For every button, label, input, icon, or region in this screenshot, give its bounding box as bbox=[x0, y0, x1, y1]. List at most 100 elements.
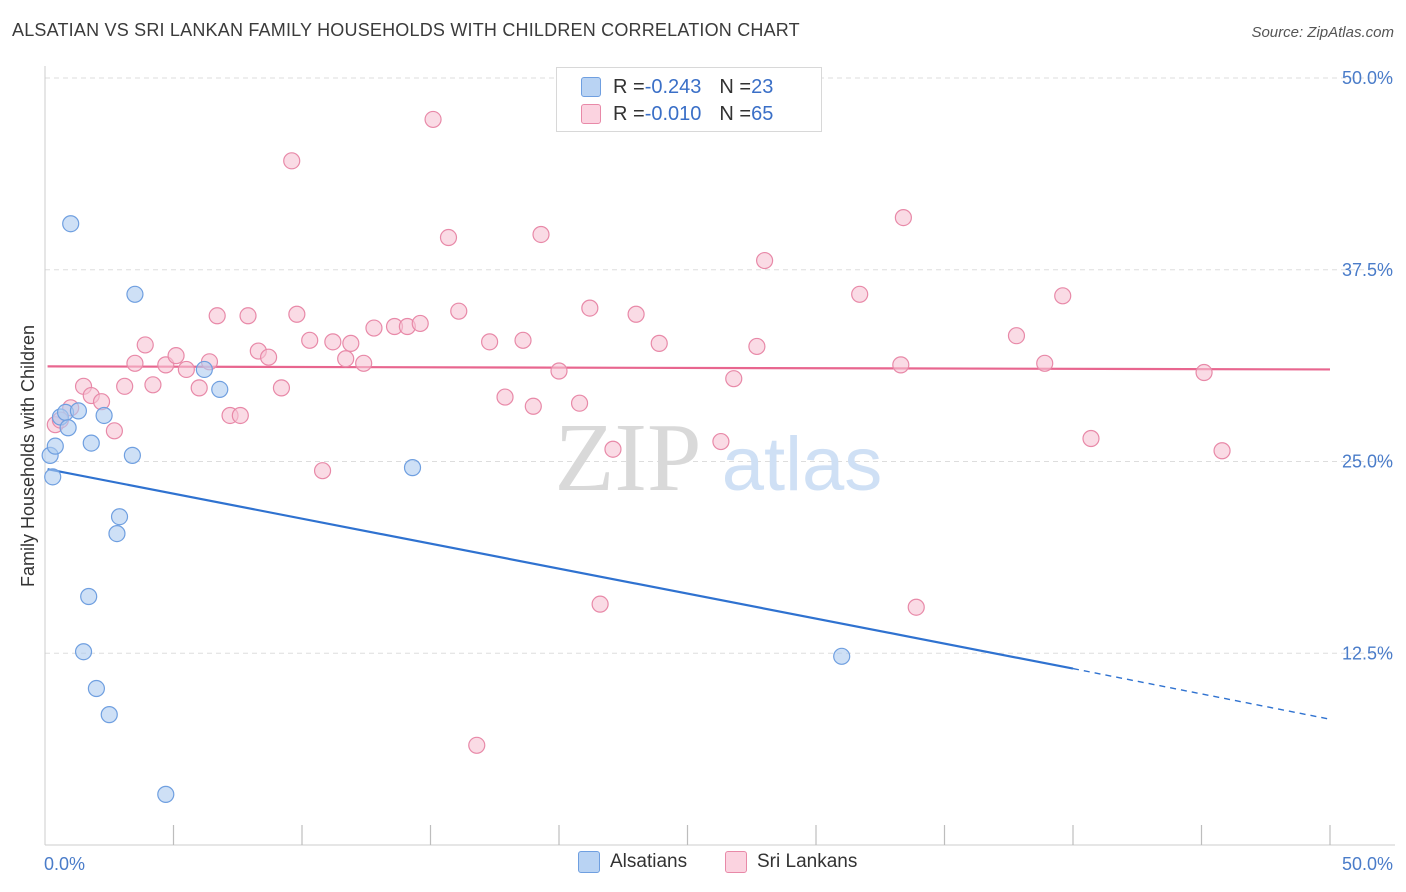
data-point-sri-lankans bbox=[468, 736, 486, 754]
legend-row-alsatians: R = -0.243 N = 23 bbox=[581, 74, 773, 100]
data-point-sri-lankans bbox=[231, 406, 249, 425]
chart-title: ALSATIAN VS SRI LANKAN FAMILY HOUSEHOLDS… bbox=[12, 20, 800, 40]
watermark: ZIP atlas bbox=[555, 404, 883, 512]
tick-labels: 12.5% 25.0% 37.5% 50.0% 0.0% 50.0% bbox=[44, 68, 1393, 874]
y-tick-label: 50.0% bbox=[1342, 68, 1393, 88]
data-point-alsatians bbox=[82, 434, 100, 452]
legend-n-label: N = bbox=[719, 102, 752, 125]
data-point-sri-lankans bbox=[337, 350, 355, 368]
data-point-sri-lankans bbox=[1195, 363, 1213, 382]
correlation-legend: R = -0.243 N = 23 R = -0.010 N = 65 bbox=[556, 67, 822, 132]
data-point-sri-lankans bbox=[208, 307, 226, 325]
series-legend: Alsatians Sri Lankans bbox=[0, 851, 1406, 877]
data-point-sri-lankans bbox=[324, 333, 342, 351]
legend-swatch-sri-lankans bbox=[581, 104, 601, 124]
data-point-sri-lankans bbox=[570, 394, 589, 412]
data-point-sri-lankans bbox=[1036, 354, 1054, 372]
data-point-alsatians bbox=[126, 285, 144, 303]
data-point-sri-lankans bbox=[481, 333, 499, 351]
legend-r-label: R = bbox=[613, 75, 645, 98]
trend-line-sri-lankans bbox=[47, 365, 1331, 371]
legend-n-value: 65 bbox=[751, 102, 774, 125]
x-tick-label: 0.0% bbox=[44, 854, 85, 874]
data-point-alsatians bbox=[157, 785, 175, 803]
data-point-alsatians bbox=[74, 643, 93, 661]
data-point-sri-lankans bbox=[424, 110, 442, 129]
legend-row-sri-lankans: R = -0.010 N = 65 bbox=[581, 101, 773, 127]
data-point-sri-lankans bbox=[1054, 287, 1072, 305]
data-point-sri-lankans bbox=[532, 225, 550, 244]
data-point-alsatians bbox=[195, 360, 213, 379]
axes bbox=[44, 66, 1395, 846]
source-label: Source: ZipAtlas.com bbox=[1251, 24, 1394, 41]
data-point-sri-lankans bbox=[288, 305, 306, 323]
data-point-sri-lankans bbox=[1213, 442, 1231, 460]
data-point-sri-lankans bbox=[907, 598, 925, 616]
series-alsatians bbox=[41, 215, 851, 803]
data-point-alsatians bbox=[211, 380, 229, 399]
data-point-sri-lankans bbox=[272, 379, 291, 397]
legend-swatch-alsatians bbox=[581, 77, 601, 97]
data-point-sri-lankans bbox=[604, 440, 622, 458]
data-point-alsatians bbox=[46, 437, 64, 455]
data-point-sri-lankans bbox=[167, 347, 185, 365]
data-point-sri-lankans bbox=[748, 337, 766, 356]
data-point-sri-lankans bbox=[177, 360, 195, 379]
y-axis-label: Family Households with Children bbox=[18, 325, 38, 587]
trend-line-alsatians-extrapolated bbox=[1072, 667, 1331, 720]
trend-lines bbox=[47, 365, 1331, 720]
legend-item-sri-lankans[interactable]: Sri Lankans bbox=[725, 851, 857, 873]
data-point-sri-lankans bbox=[355, 354, 373, 372]
legend-r-value: -0.243 bbox=[644, 75, 702, 98]
legend-n-value: 23 bbox=[751, 75, 774, 98]
data-point-sri-lankans bbox=[239, 307, 257, 325]
data-point-sri-lankans bbox=[283, 152, 301, 170]
data-point-alsatians bbox=[80, 587, 98, 606]
legend-label-sri-lankans: Sri Lankans bbox=[757, 851, 858, 872]
data-point-alsatians bbox=[123, 446, 141, 464]
data-point-sri-lankans bbox=[894, 208, 912, 227]
watermark-atlas: atlas bbox=[722, 422, 883, 507]
data-point-sri-lankans bbox=[627, 305, 645, 323]
data-point-alsatians bbox=[62, 215, 80, 233]
x-tick-label: 50.0% bbox=[1342, 854, 1393, 874]
data-point-sri-lankans bbox=[450, 302, 468, 320]
legend-label-alsatians: Alsatians bbox=[610, 851, 688, 872]
data-point-alsatians bbox=[833, 647, 851, 665]
data-point-sri-lankans bbox=[365, 319, 383, 337]
data-point-sri-lankans bbox=[301, 331, 319, 349]
data-point-sri-lankans bbox=[259, 348, 278, 366]
data-point-sri-lankans bbox=[105, 422, 123, 440]
y-tick-label: 37.5% bbox=[1342, 260, 1393, 280]
gridlines bbox=[45, 77, 1395, 654]
data-point-sri-lankans bbox=[313, 462, 332, 480]
data-point-sri-lankans bbox=[126, 354, 144, 372]
legend-item-alsatians[interactable]: Alsatians bbox=[578, 851, 687, 873]
data-point-sri-lankans bbox=[439, 228, 458, 247]
data-point-alsatians bbox=[44, 468, 62, 486]
data-point-alsatians bbox=[95, 406, 113, 425]
data-point-sri-lankans bbox=[116, 377, 134, 395]
data-point-sri-lankans bbox=[755, 251, 774, 270]
data-point-sri-lankans bbox=[524, 397, 542, 415]
data-point-sri-lankans bbox=[342, 334, 360, 352]
data-point-alsatians bbox=[108, 524, 126, 543]
data-point-sri-lankans bbox=[581, 299, 599, 317]
legend-n-label: N = bbox=[719, 75, 752, 98]
data-point-alsatians bbox=[87, 679, 106, 698]
data-point-sri-lankans bbox=[591, 595, 609, 613]
data-point-alsatians bbox=[110, 508, 129, 526]
data-point-alsatians bbox=[403, 459, 422, 477]
data-point-sri-lankans bbox=[1007, 327, 1026, 345]
data-point-sri-lankans bbox=[650, 334, 668, 352]
series-sri-lankans bbox=[46, 110, 1231, 754]
watermark-zip: ZIP bbox=[555, 404, 702, 512]
y-tick-label: 12.5% bbox=[1342, 643, 1393, 663]
data-point-sri-lankans bbox=[851, 285, 869, 303]
data-point-sri-lankans bbox=[496, 388, 514, 406]
data-point-alsatians bbox=[69, 402, 88, 420]
data-point-sri-lankans bbox=[712, 432, 730, 451]
data-point-sri-lankans bbox=[1082, 429, 1100, 448]
data-point-sri-lankans bbox=[725, 370, 743, 388]
